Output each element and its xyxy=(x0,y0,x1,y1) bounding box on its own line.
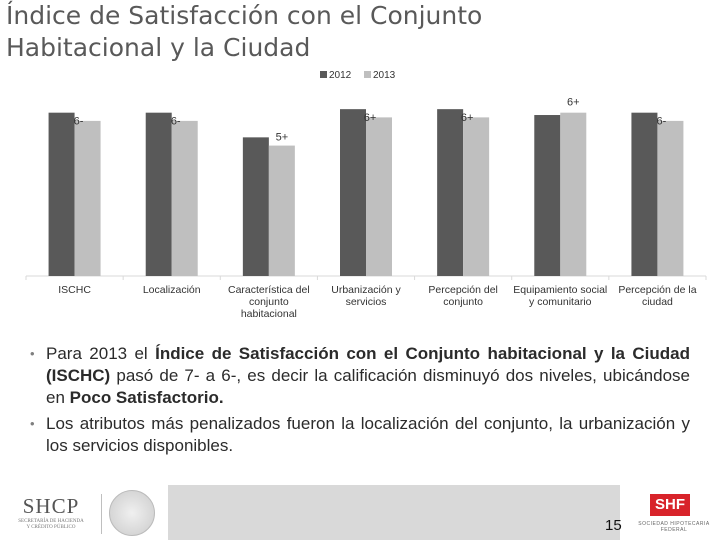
category-label-4: Percepción del xyxy=(428,284,497,296)
bullet-item-1: • Para 2013 el Índice de Satisfacción co… xyxy=(30,343,690,409)
satisfaction-bar-chart: 2012 2013 6- ISCHC 6- Localización 5+ Caracterí… xyxy=(25,70,707,320)
title-line-2: Habitacional y la Ciudad xyxy=(6,33,311,62)
category-label-0: ISCHC xyxy=(58,284,91,296)
bar-2013-4 xyxy=(463,117,490,276)
data-label-3: 6+ xyxy=(364,112,377,124)
data-label-6: 6- xyxy=(657,116,667,128)
shf-logo-mark: SHF xyxy=(650,494,690,516)
bar-2012-5 xyxy=(534,115,561,277)
shf-logo-sub: SOCIEDAD HIPOTECARIA FEDERAL xyxy=(638,521,710,533)
page-title: Índice de Satisfacción con el Conjunto H… xyxy=(6,0,706,64)
bar-2012-3 xyxy=(340,109,366,277)
data-label-0: 6- xyxy=(74,116,84,128)
legend-swatch-2012 xyxy=(320,71,327,78)
bar-2012-0 xyxy=(48,112,75,276)
bar-2013-1 xyxy=(171,120,198,277)
bar-2013-3 xyxy=(366,117,392,276)
category-label-3: servicios xyxy=(346,296,387,308)
bullet-list: • Para 2013 el Índice de Satisfacción co… xyxy=(30,343,690,461)
bullet-2-text: Los atributos más penalizados fueron la … xyxy=(46,414,690,455)
bar-2013-6 xyxy=(657,120,684,277)
data-label-1: 6- xyxy=(171,116,181,128)
bar-2012-4 xyxy=(437,109,464,277)
shcp-logo-sub2: Y CRÉDITO PÚBLICO xyxy=(26,525,76,530)
shcp-logo-text: SHCP xyxy=(22,494,80,518)
bar-2012-6 xyxy=(631,112,658,276)
bar-2012-1 xyxy=(145,112,172,276)
category-label-6: Percepción de la xyxy=(618,284,696,296)
bullet-1-bold-a: Índice de Satisfacción con el Conjunto h… xyxy=(46,344,690,385)
logo-divider xyxy=(101,494,102,534)
bullet-1-text-b: pasó de 7- a 6-, es decir la calificació… xyxy=(46,366,690,407)
category-label-1: Localización xyxy=(143,284,201,296)
bullet-1-text-a: Para 2013 el xyxy=(46,344,156,363)
footer-bar xyxy=(168,485,620,540)
category-label-6: ciudad xyxy=(642,296,673,308)
bar-2013-0 xyxy=(74,120,101,277)
bullet-dot: • xyxy=(30,346,35,361)
category-label-2: Característica del xyxy=(228,284,310,296)
shf-logo: SHF SOCIEDAD HIPOTECARIA FEDERAL xyxy=(628,494,718,540)
category-label-4: conjunto xyxy=(443,296,483,308)
national-seal-icon xyxy=(109,490,155,536)
title-line-1: Índice de Satisfacción con el Conjunto xyxy=(6,1,483,30)
category-label-5: Equipamiento social xyxy=(513,284,607,296)
legend-swatch-2013 xyxy=(364,71,371,78)
data-label-4: 6+ xyxy=(461,112,474,124)
page-number: 15 xyxy=(605,517,622,534)
shcp-logo-sub1: SECRETARÍA DE HACIENDA xyxy=(18,519,84,524)
data-label-2: 5+ xyxy=(276,132,289,144)
data-label-5: 6+ xyxy=(567,97,580,109)
category-label-3: Urbanización y xyxy=(331,284,401,296)
category-label-5: y comunitario xyxy=(529,296,592,308)
bullet-dot: • xyxy=(30,416,35,431)
legend-label-2013: 2013 xyxy=(373,70,396,81)
shcp-logo: SHCP SECRETARÍA DE HACIENDA Y CRÉDITO PÚ… xyxy=(10,494,92,540)
category-label-2: habitacional xyxy=(241,308,297,320)
bar-2013-2 xyxy=(268,145,295,276)
category-label-2: conjunto xyxy=(249,296,289,308)
bullet-item-2: • Los atributos más penalizados fueron l… xyxy=(30,413,690,457)
bar-2013-5 xyxy=(560,112,587,276)
legend-label-2012: 2012 xyxy=(329,70,352,81)
bar-2012-2 xyxy=(242,137,269,276)
bullet-1-bold-b: Poco Satisfactorio. xyxy=(69,388,224,407)
